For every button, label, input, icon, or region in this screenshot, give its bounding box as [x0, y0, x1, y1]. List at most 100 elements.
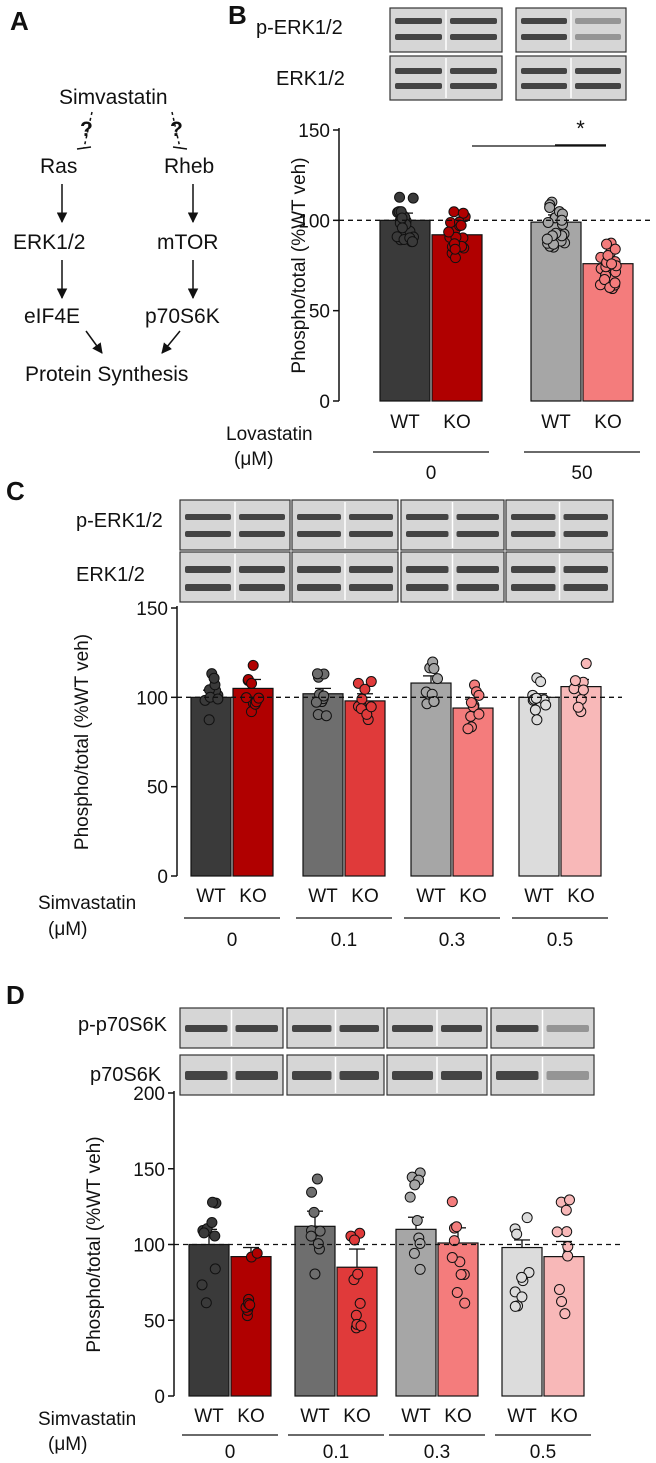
data-point-d [306, 1186, 318, 1198]
chart-b: 0 50 100 150 Phospho/total (%WT veh) WT KO 0 WT K… [226, 116, 650, 484]
data-point-d [560, 1204, 572, 1216]
western-blots [179, 7, 627, 1096]
blot-b-top-band [450, 18, 497, 24]
data-point-d [414, 1263, 426, 1275]
y-tick-label-d: 200 [133, 1084, 165, 1105]
genotype-label-c: WT [308, 886, 338, 907]
blot-d-bottom-band [546, 1071, 589, 1080]
genotype-label-b: KO [443, 412, 470, 433]
data-point-b [407, 192, 419, 204]
blot-c-top-band [406, 531, 449, 537]
blot-c-bottom-band [239, 566, 285, 573]
data-point-d [511, 1228, 523, 1240]
data-point-d [200, 1297, 212, 1309]
data-point-c [247, 659, 259, 671]
genotype-label-d: WT [194, 1406, 224, 1427]
blot-b-bottom-band [395, 83, 442, 89]
group-label-d: 0.1 [323, 1442, 349, 1463]
data-point-c [569, 675, 581, 687]
bar-d-wt-0 [188, 1243, 230, 1397]
bar-c-wt-2 [410, 682, 452, 877]
pathway-diagram: Simvastatin ? ? Ras Rheb ERK1/2 mTOR eIF… [13, 86, 220, 386]
y-axis-label-c: Phospho/total (%WT veh) [72, 634, 93, 850]
blot-d-top-band [496, 1025, 539, 1032]
blot-c-top-band [456, 514, 499, 520]
data-point-d [311, 1173, 323, 1185]
pathway-mtor: mTOR [157, 231, 218, 254]
bar-d-wt-1 [294, 1225, 336, 1397]
data-point-d [411, 1215, 423, 1227]
y-axis-label-b: Phospho/total (%WT veh) [289, 157, 310, 373]
data-point-d [446, 1196, 458, 1208]
significance-mark-b: * [576, 116, 585, 141]
data-point-c [356, 693, 368, 705]
data-point-c [530, 692, 542, 704]
group-label-d: 0 [225, 1442, 236, 1463]
data-point-d [448, 1235, 460, 1247]
data-point-c [577, 684, 589, 696]
blot-b-top-band [395, 18, 442, 24]
genotype-label-d: KO [237, 1406, 264, 1427]
data-point-c [540, 699, 552, 711]
blot-c-bottom-band [349, 566, 393, 573]
arrow-eif4e-synthesis [85, 330, 103, 354]
arrow-p70s6k-synthesis [161, 330, 181, 354]
data-point-c [246, 677, 258, 689]
blot-c-bottom-band [239, 584, 285, 591]
y-tick-label-c: 150 [136, 599, 168, 620]
data-point-b [599, 274, 611, 286]
blot-b-bottom-band [521, 83, 567, 89]
data-point-d [459, 1297, 471, 1309]
data-point-d [305, 1230, 317, 1242]
condition-unit-c: (μM) [48, 919, 87, 940]
data-point-d [352, 1268, 364, 1280]
blot-c-top-band [511, 531, 556, 537]
data-point-d [314, 1225, 326, 1237]
blot-c-top-band [297, 514, 341, 520]
group-label-b: 50 [571, 463, 592, 484]
blot-d-top-band [441, 1025, 482, 1032]
data-point-c [253, 692, 265, 704]
data-point-c [462, 723, 474, 735]
data-point-d [553, 1283, 565, 1295]
data-point-d [556, 1295, 568, 1307]
panel-label-b: B [228, 0, 247, 30]
data-point-c [203, 714, 215, 726]
blot-label-c-top: p-ERK1/2 [76, 510, 163, 532]
blot-b-top-band [521, 18, 567, 24]
blot-d-top-band [292, 1025, 332, 1032]
blot-d-bottom-band [392, 1071, 433, 1080]
genotype-label-b: WT [541, 412, 571, 433]
blot-b-top-band [521, 34, 567, 40]
data-point-d [451, 1286, 463, 1298]
data-point-d [244, 1299, 256, 1311]
data-point-d [251, 1247, 263, 1259]
genotype-label-b: KO [594, 412, 621, 433]
data-point-b [449, 243, 461, 255]
data-point-b [457, 207, 469, 219]
genotype-label-c: KO [351, 886, 378, 907]
blot-c-bottom-band [185, 584, 231, 591]
y-tick-label-d: 150 [133, 1160, 165, 1181]
condition-label-b: Lovastatin [226, 424, 313, 445]
condition-unit-b: (μM) [234, 449, 273, 470]
condition-unit-d: (μM) [48, 1434, 87, 1455]
y-tick-label-b: 0 [319, 392, 330, 413]
y-tick-label-d: 0 [154, 1387, 165, 1408]
group-label-d: 0.3 [424, 1442, 450, 1463]
pathway-rheb: Rheb [164, 155, 214, 178]
genotype-label-c: WT [416, 886, 446, 907]
blot-b-top-band [450, 34, 497, 40]
data-point-d [309, 1268, 321, 1280]
data-point-b [396, 222, 408, 234]
group-label-c: 0 [227, 930, 238, 951]
data-point-c [212, 693, 224, 705]
data-point-c [318, 690, 330, 702]
blot-b-bottom-band [575, 83, 621, 89]
blot-label-d-bottom: p70S6K [90, 1064, 162, 1086]
data-point-c [428, 663, 440, 675]
blot-d-top-band [546, 1025, 589, 1032]
blot-b-bottom-band [395, 68, 442, 74]
data-point-d [198, 1227, 210, 1239]
